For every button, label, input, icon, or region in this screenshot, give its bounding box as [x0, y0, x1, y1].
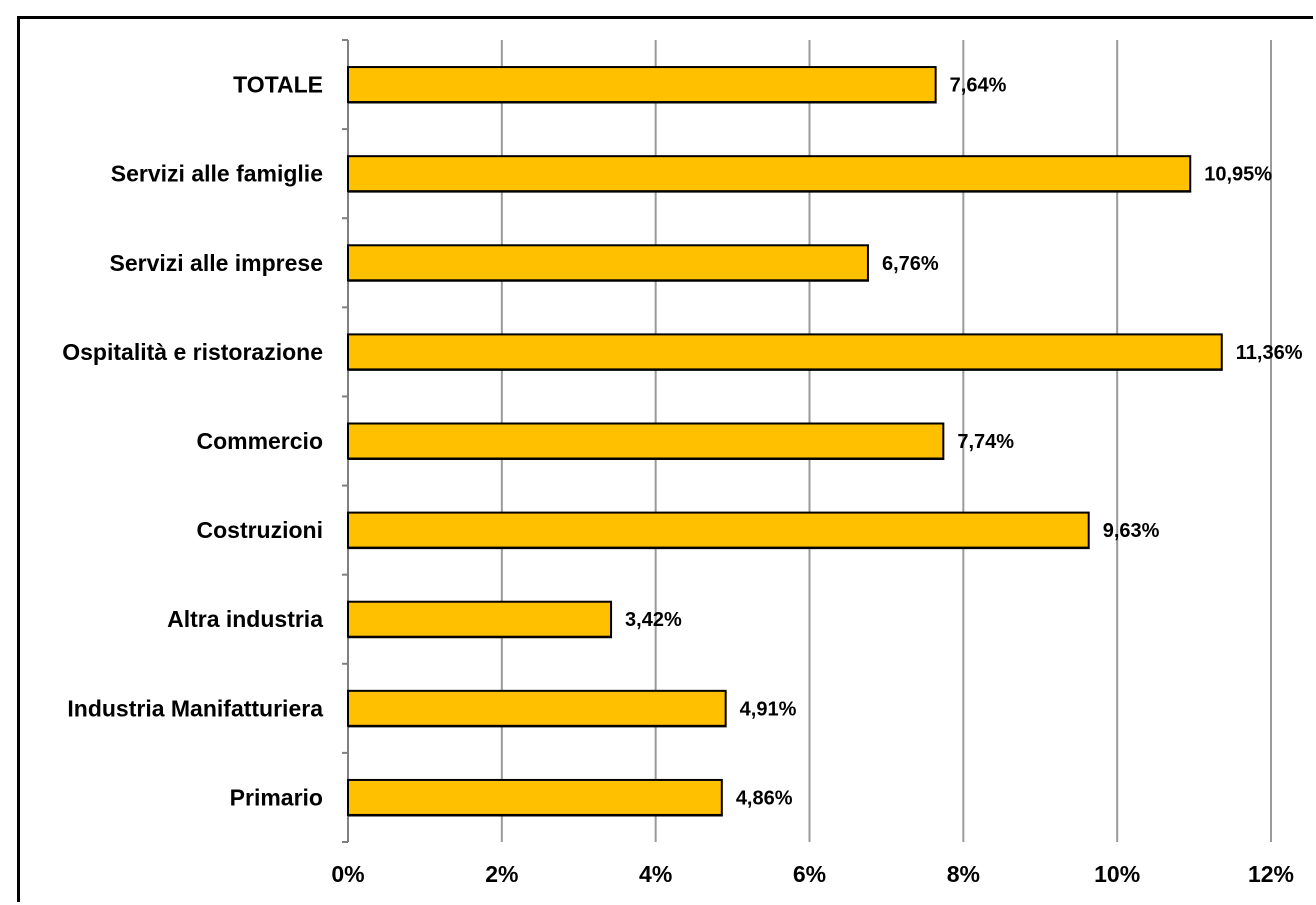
bar-4	[347, 422, 945, 460]
value-label: 11,36%	[1236, 342, 1303, 364]
bar-3	[347, 333, 1223, 371]
category-label: TOTALE	[233, 72, 323, 98]
x-tick-label: 10%	[1094, 861, 1140, 887]
category-label: Commercio	[196, 428, 323, 454]
x-tick-label: 0%	[331, 861, 364, 887]
x-tick-label: 8%	[947, 861, 980, 887]
bar-6	[347, 600, 613, 638]
value-label: 4,91%	[740, 698, 797, 720]
x-tick-label: 6%	[793, 861, 826, 887]
bar-8	[347, 778, 723, 816]
value-label: 9,63%	[1103, 520, 1160, 542]
category-label: Ospitalità e ristorazione	[62, 339, 323, 365]
x-tick-label: 12%	[1248, 861, 1294, 887]
category-label: Servizi alle famiglie	[111, 161, 323, 187]
bar-7	[347, 689, 727, 727]
x-tick-label: 4%	[639, 861, 672, 887]
chart-frame	[17, 16, 1313, 902]
bar-5	[347, 511, 1090, 549]
value-label: 10,95%	[1204, 164, 1272, 186]
value-label: 7,74%	[957, 431, 1014, 453]
x-tick-label: 2%	[485, 861, 518, 887]
value-label: 6,76%	[882, 253, 939, 275]
category-label: Primario	[230, 784, 323, 810]
bar-0	[347, 66, 937, 104]
category-label: Costruzioni	[197, 517, 324, 543]
bar-1	[347, 155, 1192, 193]
category-label: Industria Manifatturiera	[67, 695, 323, 721]
value-label: 4,86%	[736, 787, 793, 809]
value-label: 3,42%	[625, 609, 682, 631]
bar-2	[347, 244, 869, 282]
value-label: 7,64%	[950, 75, 1007, 97]
category-label: Altra industria	[167, 606, 323, 632]
category-label: Servizi alle imprese	[109, 250, 323, 276]
